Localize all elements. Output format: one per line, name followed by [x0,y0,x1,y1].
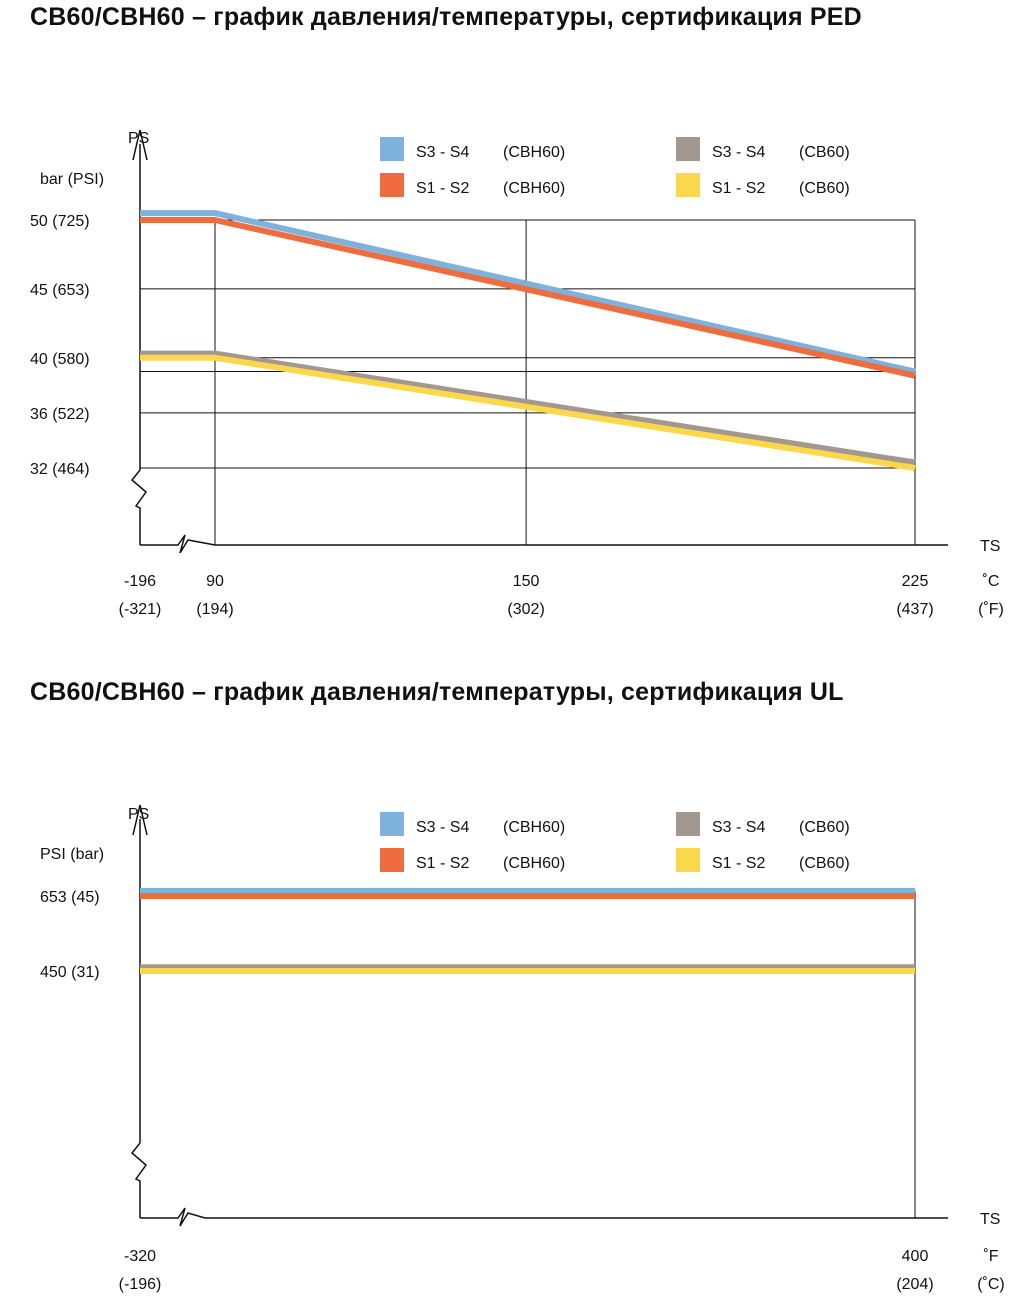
chart-ped: 50 (725) 45 (653) 40 (580) 36 (522) 32 (464)… [30,129,1004,618]
x-axis-line [140,1207,948,1227]
y-tick-label: 32 (464) [30,461,90,478]
x-tick-label: 400 [902,1248,929,1265]
series-line [140,350,916,466]
x-tick-sublabel: (204) [896,1276,933,1293]
legend-label: S3 - S4 [712,144,765,161]
legend-label: S1 - S2 [712,855,765,872]
legend-variant: (CBH60) [503,819,565,836]
x-tick-label: 225 [902,573,929,590]
legend-variant: (CBH60) [503,144,565,161]
y-axis-arrow-icon [132,804,148,836]
y-tick-label: 40 (580) [30,351,90,368]
legend-label: S1 - S2 [712,180,765,197]
x-tick-sublabel: (302) [507,601,544,618]
chart-title-ul: CB60/CBH60 – график давления/температуры… [30,678,844,706]
x-axis-title: TS [980,538,1000,555]
series-line [140,210,916,375]
y-axis-break [130,1142,148,1218]
legend-swatch [380,173,404,197]
legend-label: S1 - S2 [416,855,469,872]
x-tick-sublabel: (194) [196,601,233,618]
x-tick-sublabel: (-196) [119,1276,162,1293]
y-axis-unit: bar (PSI) [40,171,104,188]
x-axis-line [140,534,948,554]
x-tick-sublabel: (437) [896,601,933,618]
chart-ul: 653 (45) 450 (31) PS PSI (bar) -320 (-196) 400… [40,804,1005,1293]
legend-label: S1 - S2 [416,180,469,197]
x-axis-unit-primary: ˚C [983,573,1000,590]
legend-variant: (CB60) [799,855,850,872]
y-axis-title: PS [128,130,149,147]
x-tick-label: -320 [124,1248,156,1265]
y-tick-label: 45 (653) [30,282,90,299]
x-tick-sublabel: (-321) [119,601,162,618]
legend-swatch [380,848,404,872]
legend-label: S3 - S4 [712,819,765,836]
x-tick-label: -196 [124,573,156,590]
x-axis-unit-secondary: (˚C) [977,1276,1005,1293]
legend-swatch [676,848,700,872]
legend-variant: (CB60) [799,819,850,836]
legend-variant: (CB60) [799,144,850,161]
legend-swatch [676,173,700,197]
x-tick-label: 90 [206,573,224,590]
y-tick-label: 653 (45) [40,889,100,906]
x-axis-unit-secondary: (˚F) [978,601,1004,618]
legend-swatch [676,137,700,161]
y-tick-label: 36 (522) [30,406,90,423]
legend-variant: (CB60) [799,180,850,197]
y-tick-label: 450 (31) [40,964,100,981]
series-line [140,217,916,379]
x-tick-label: 150 [513,573,540,590]
y-axis-title: PS [128,806,149,823]
legend-swatch [676,812,700,836]
chart-title-ped: CB60/CBH60 – график давления/температуры… [30,3,862,31]
legend-swatch [380,812,404,836]
legend-variant: (CBH60) [503,180,565,197]
y-axis-unit: PSI (bar) [40,846,104,863]
legend-swatch [380,137,404,161]
x-axis-title: TS [980,1211,1000,1228]
series-line [140,354,916,471]
y-axis-arrow-icon [132,129,148,161]
y-axis-break [130,469,148,545]
y-tick-label: 50 (725) [30,213,90,230]
x-axis-unit-primary: ˚F [983,1248,998,1265]
legend-label: S3 - S4 [416,144,469,161]
legend-label: S3 - S4 [416,819,469,836]
legend-variant: (CBH60) [503,855,565,872]
